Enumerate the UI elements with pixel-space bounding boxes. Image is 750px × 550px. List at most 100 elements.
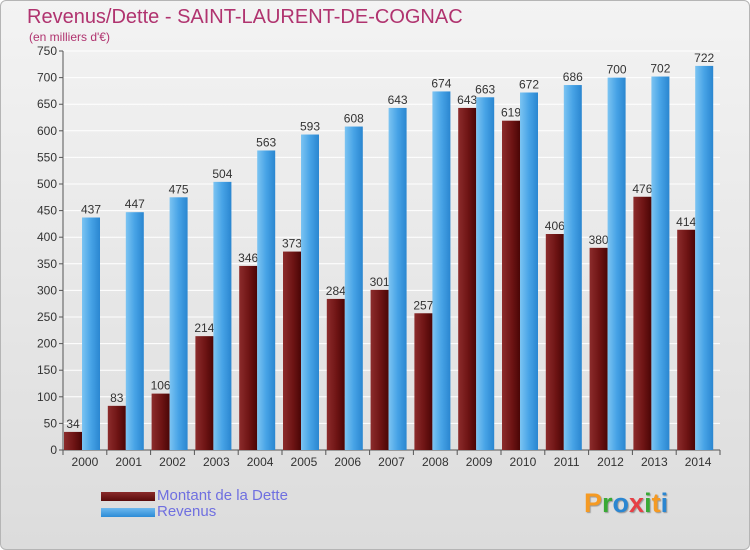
y-tick-label: 600 [37, 124, 57, 138]
bar-revenus [257, 150, 276, 450]
data-label-dette: 284 [326, 284, 346, 298]
data-label-dette: 380 [589, 233, 609, 247]
bar-revenus [432, 91, 451, 450]
y-tick-label: 150 [37, 363, 57, 377]
bar-revenus [388, 107, 407, 450]
data-label-revenus: 593 [300, 120, 320, 134]
bar-dette [677, 229, 696, 450]
x-tick-label: 2001 [115, 455, 142, 469]
bar-dette [239, 265, 258, 450]
bar-revenus [520, 92, 538, 450]
y-tick-label: 300 [37, 283, 57, 297]
logo-letter: P [584, 488, 603, 518]
x-tick-label: 2013 [641, 455, 668, 469]
data-label-dette: 373 [282, 237, 302, 251]
logo-letter: i [660, 488, 669, 518]
bar-revenus [563, 85, 582, 450]
y-tick-label: 500 [37, 177, 57, 191]
proxiti-logo: Proxiti [584, 488, 668, 519]
y-tick-label: 700 [37, 71, 57, 85]
x-tick-label: 2011 [554, 455, 580, 469]
data-label-revenus: 608 [344, 112, 364, 126]
logo-letter: x [629, 488, 645, 518]
y-tick-label: 100 [37, 390, 57, 404]
bar-dette [458, 107, 477, 450]
bar-revenus [344, 126, 363, 450]
x-tick-label: 2009 [466, 455, 493, 469]
legend-label-revenus: Revenus [157, 503, 217, 520]
bar-dette [633, 196, 652, 450]
bar-dette [589, 247, 608, 450]
data-label-dette: 34 [66, 417, 80, 431]
y-tick-label: 250 [37, 310, 57, 324]
x-tick-label: 2002 [159, 455, 186, 469]
data-label-dette: 643 [457, 93, 477, 107]
y-tick-label: 200 [37, 337, 57, 351]
bar-dette [326, 298, 345, 450]
bar-revenus [301, 134, 319, 451]
bar-revenus [651, 76, 670, 450]
data-label-revenus: 674 [431, 76, 451, 90]
bar-dette [151, 393, 170, 450]
logo-letter: i [644, 488, 652, 518]
data-label-revenus: 722 [694, 51, 714, 65]
bar-dette [414, 313, 433, 450]
data-label-revenus: 475 [169, 182, 189, 196]
data-label-revenus: 504 [212, 167, 232, 181]
x-tick-label: 2012 [597, 455, 624, 469]
bar-revenus [476, 97, 495, 450]
data-label-revenus: 447 [125, 197, 145, 211]
data-label-dette: 106 [151, 379, 171, 393]
data-label-dette: 257 [413, 298, 433, 312]
data-label-dette: 301 [370, 275, 390, 289]
bar-revenus [695, 65, 714, 451]
data-label-dette: 346 [238, 251, 258, 265]
x-tick-label: 2003 [203, 455, 230, 469]
x-tick-label: 2000 [72, 455, 99, 469]
x-tick-label: 2014 [685, 455, 712, 469]
bar-dette [545, 234, 564, 450]
data-label-revenus: 563 [256, 135, 276, 149]
data-label-revenus: 437 [81, 203, 101, 217]
legend-swatch-revenus [101, 508, 155, 517]
bar-revenus [169, 197, 188, 450]
y-tick-label: 750 [37, 44, 57, 58]
legend-label-dette: Montant de la Dette [157, 487, 288, 504]
bar-dette [195, 336, 214, 450]
bar-revenus [607, 77, 626, 450]
data-label-dette: 406 [545, 219, 565, 233]
data-label-dette: 214 [194, 321, 214, 335]
data-label-dette: 476 [632, 182, 652, 196]
x-tick-label: 2008 [422, 455, 449, 469]
y-tick-label: 350 [37, 257, 57, 271]
y-tick-label: 50 [44, 416, 58, 430]
bar-revenus [125, 212, 144, 450]
bar-revenus [213, 181, 232, 450]
chart-subtitle: (en milliers d'€) [29, 30, 110, 44]
data-label-dette: 83 [110, 391, 124, 405]
bar-dette [107, 405, 126, 450]
logo-letter: r [602, 488, 613, 518]
data-label-revenus: 663 [475, 82, 495, 96]
logo-letter: o [612, 488, 630, 518]
x-tick-label: 2010 [510, 455, 537, 469]
y-tick-label: 400 [37, 230, 57, 244]
y-tick-label: 650 [37, 97, 57, 111]
data-label-revenus: 686 [563, 70, 583, 84]
y-tick-label: 550 [37, 150, 57, 164]
bar-dette [370, 289, 389, 450]
data-label-dette: 619 [501, 106, 521, 120]
x-tick-label: 2006 [334, 455, 361, 469]
data-label-revenus: 702 [650, 62, 670, 76]
x-tick-label: 2005 [291, 455, 318, 469]
data-label-dette: 414 [676, 215, 696, 229]
bar-revenus [82, 217, 100, 450]
logo-letter: t [651, 488, 661, 518]
data-label-revenus: 643 [388, 93, 408, 107]
x-tick-label: 2004 [247, 455, 274, 469]
y-tick-label: 450 [37, 204, 57, 218]
bar-dette [64, 431, 82, 450]
x-tick-label: 2007 [378, 455, 405, 469]
